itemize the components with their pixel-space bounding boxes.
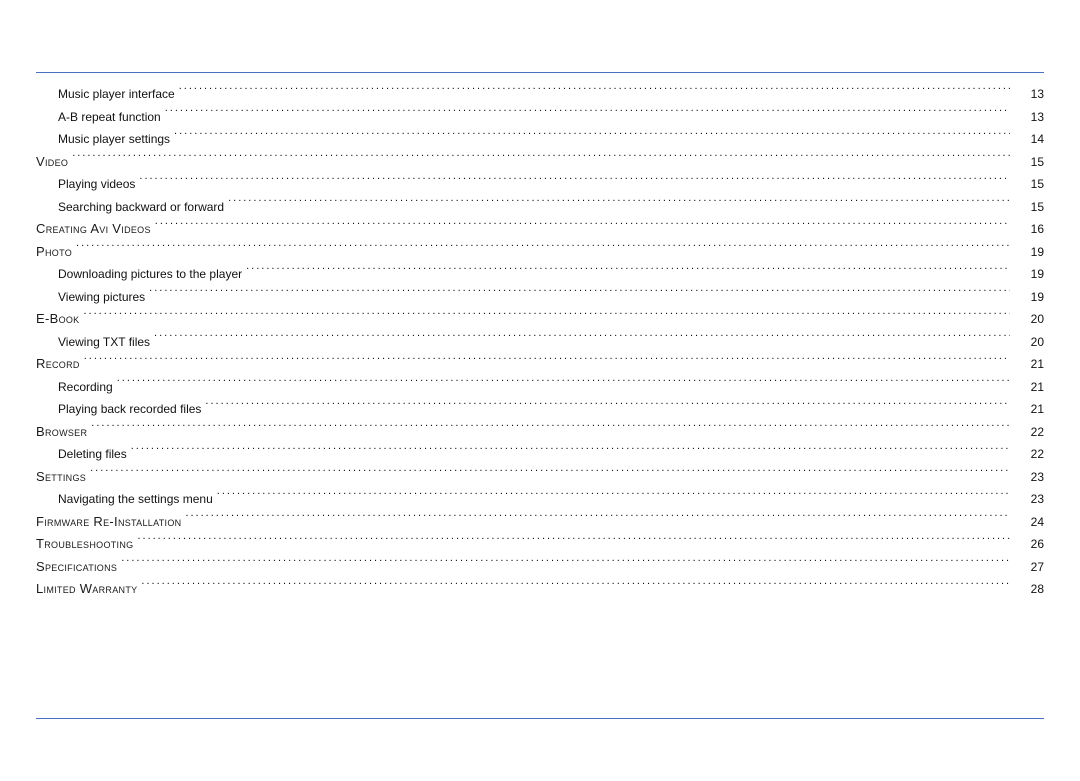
toc-row: Playing back recorded files 21	[36, 398, 1044, 421]
toc-heading-label: E-Book	[36, 308, 79, 331]
toc-leader-dots	[141, 581, 1010, 593]
toc-leader-dots	[149, 289, 1010, 301]
toc-row: Specifications 27	[36, 556, 1044, 579]
top-rule	[36, 72, 1044, 73]
toc-leader-dots	[154, 334, 1010, 346]
toc-page-number: 21	[1014, 398, 1044, 421]
toc-row: Recording 21	[36, 376, 1044, 399]
toc-row: A-B repeat function 13	[36, 106, 1044, 129]
toc-sub-label: Music player settings	[58, 128, 170, 151]
toc-page-number: 21	[1014, 376, 1044, 399]
toc-leader-dots	[137, 536, 1010, 548]
toc-page-number: 19	[1014, 263, 1044, 286]
toc-row: Troubleshooting 26	[36, 533, 1044, 556]
toc-heading-label: Troubleshooting	[36, 533, 133, 556]
toc-page-number: 26	[1014, 533, 1044, 556]
toc-leader-dots	[155, 221, 1010, 233]
toc-sub-label: Playing back recorded files	[58, 398, 201, 421]
toc-row: E-Book 20	[36, 308, 1044, 331]
toc-sub-label: Downloading pictures to the player	[58, 263, 242, 286]
toc-page-number: 23	[1014, 488, 1044, 511]
toc-row: Settings 23	[36, 466, 1044, 489]
toc-leader-dots	[121, 559, 1010, 571]
toc-page-number: 27	[1014, 556, 1044, 579]
toc-row: Searching backward or forward 15	[36, 196, 1044, 219]
toc-row: Music player settings 14	[36, 128, 1044, 151]
toc-leader-dots	[205, 401, 1010, 413]
toc-sub-label: A-B repeat function	[58, 106, 161, 129]
toc-sub-label: Playing videos	[58, 173, 135, 196]
toc-row: Browser 22	[36, 421, 1044, 444]
toc-leader-dots	[228, 199, 1010, 211]
toc-leader-dots	[76, 244, 1010, 256]
toc-row: Firmware Re-Installation 24	[36, 511, 1044, 534]
bottom-rule	[36, 718, 1044, 719]
toc-leader-dots	[83, 311, 1010, 323]
toc-page-number: 14	[1014, 128, 1044, 151]
toc-page-number: 20	[1014, 331, 1044, 354]
toc-page-number: 15	[1014, 173, 1044, 196]
toc-sub-label: Viewing TXT files	[58, 331, 150, 354]
toc-row: Record 21	[36, 353, 1044, 376]
document-page: Music player interface 13A-B repeat func…	[0, 0, 1080, 781]
toc-page-number: 28	[1014, 578, 1044, 601]
toc-page-number: 20	[1014, 308, 1044, 331]
toc-heading-label: Photo	[36, 241, 72, 264]
toc-page-number: 13	[1014, 83, 1044, 106]
toc-leader-dots	[84, 356, 1010, 368]
toc-leader-dots	[131, 446, 1010, 458]
toc-leader-dots	[72, 154, 1010, 166]
toc-page-number: 21	[1014, 353, 1044, 376]
toc-leader-dots	[91, 424, 1010, 436]
toc-row: Downloading pictures to the player 19	[36, 263, 1044, 286]
toc-leader-dots	[185, 514, 1010, 526]
toc-heading-label: Limited Warranty	[36, 578, 137, 601]
toc-leader-dots	[217, 491, 1010, 503]
table-of-contents: Music player interface 13A-B repeat func…	[36, 83, 1044, 601]
toc-row: Viewing TXT files 20	[36, 331, 1044, 354]
toc-leader-dots	[179, 86, 1010, 98]
toc-heading-label: Settings	[36, 466, 86, 489]
toc-page-number: 22	[1014, 421, 1044, 444]
toc-leader-dots	[117, 379, 1010, 391]
toc-leader-dots	[165, 109, 1010, 121]
toc-heading-label: Record	[36, 353, 80, 376]
toc-page-number: 16	[1014, 218, 1044, 241]
toc-page-number: 15	[1014, 151, 1044, 174]
toc-page-number: 19	[1014, 286, 1044, 309]
toc-sub-label: Navigating the settings menu	[58, 488, 213, 511]
toc-page-number: 19	[1014, 241, 1044, 264]
toc-heading-label: Firmware Re-Installation	[36, 511, 181, 534]
toc-row: Music player interface 13	[36, 83, 1044, 106]
toc-sub-label: Deleting files	[58, 443, 127, 466]
toc-page-number: 13	[1014, 106, 1044, 129]
toc-page-number: 15	[1014, 196, 1044, 219]
toc-leader-dots	[174, 131, 1010, 143]
toc-row: Video 15	[36, 151, 1044, 174]
toc-heading-label: Specifications	[36, 556, 117, 579]
toc-leader-dots	[90, 469, 1010, 481]
toc-sub-label: Music player interface	[58, 83, 175, 106]
toc-row: Photo 19	[36, 241, 1044, 264]
toc-row: Limited Warranty 28	[36, 578, 1044, 601]
toc-heading-label: Video	[36, 151, 68, 174]
toc-row: Viewing pictures 19	[36, 286, 1044, 309]
toc-row: Creating Avi Videos 16	[36, 218, 1044, 241]
toc-row: Playing videos 15	[36, 173, 1044, 196]
toc-leader-dots	[139, 176, 1010, 188]
toc-heading-label: Creating Avi Videos	[36, 218, 151, 241]
toc-page-number: 22	[1014, 443, 1044, 466]
toc-row: Deleting files 22	[36, 443, 1044, 466]
toc-row: Navigating the settings menu 23	[36, 488, 1044, 511]
toc-sub-label: Recording	[58, 376, 113, 399]
toc-page-number: 23	[1014, 466, 1044, 489]
toc-sub-label: Searching backward or forward	[58, 196, 224, 219]
toc-sub-label: Viewing pictures	[58, 286, 145, 309]
toc-page-number: 24	[1014, 511, 1044, 534]
toc-heading-label: Browser	[36, 421, 87, 444]
toc-leader-dots	[246, 266, 1010, 278]
